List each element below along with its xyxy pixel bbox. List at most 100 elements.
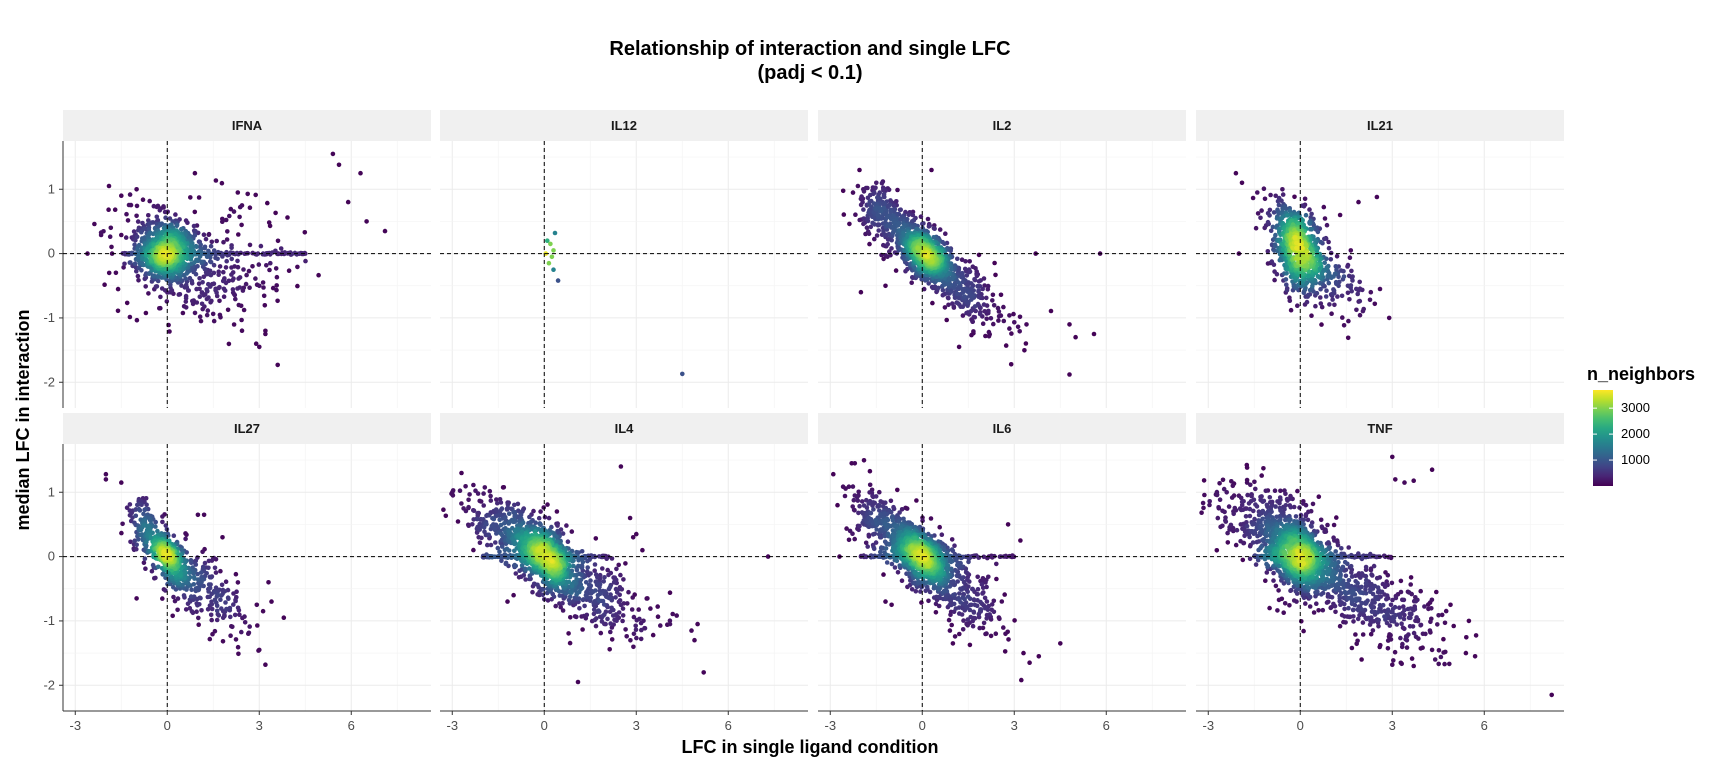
data-point [275,238,281,244]
data-point [221,294,227,300]
data-point [236,302,242,308]
data-point [608,629,613,635]
data-point [1304,299,1310,305]
data-point [874,180,879,186]
data-point [988,316,994,321]
data-point [214,617,220,623]
data-point [218,568,223,574]
data-point [602,575,607,580]
data-point [975,283,980,289]
data-point [638,620,644,626]
data-point [909,280,914,286]
data-point [260,252,266,257]
data-point [228,614,233,620]
data-point [538,509,543,514]
data-point [555,523,560,528]
data-point [235,258,240,264]
data-point [240,288,246,293]
data-point [239,328,245,334]
data-point [506,548,512,553]
data-point [865,229,871,234]
data-point [915,246,921,251]
data-point [609,605,614,611]
data-point [336,162,342,168]
data-point [237,214,242,220]
data-point [555,278,561,283]
data-point [246,630,252,636]
data-point [583,580,589,585]
panel-il27: IL27-2-101-3 0 3 6 [43,413,431,733]
data-point [1267,213,1272,218]
data-point [241,307,247,313]
data-point [237,612,242,617]
data-point [198,595,203,601]
data-point [610,613,616,618]
data-point [955,256,960,262]
data-point [560,600,565,606]
data-point [1272,277,1277,283]
data-point [173,212,178,217]
data-point [181,593,187,598]
data-point [139,229,144,235]
data-point [281,615,287,620]
data-point [231,276,236,281]
data-point [1017,314,1023,320]
data-point [500,485,506,490]
data-point [245,191,250,197]
data-point [857,167,862,173]
data-point [847,221,852,227]
data-point [631,631,637,637]
data-point [257,647,262,653]
data-point [1350,274,1355,279]
data-point [551,267,556,273]
data-point [674,613,679,618]
data-point [230,287,236,292]
data-point [128,260,133,265]
y-tick-label: -1 [43,613,55,628]
data-point [897,207,903,213]
data-point [127,192,133,197]
data-point [103,471,109,477]
data-point [1340,315,1345,320]
data-point [545,238,550,243]
data-point [488,498,494,503]
data-point [1280,192,1286,197]
data-point [1067,322,1072,327]
data-point [621,577,626,582]
data-point [620,613,626,618]
data-point [497,517,503,523]
data-point [984,295,989,301]
data-point [228,633,233,638]
data-point [223,600,228,605]
data-point [161,250,167,256]
data-point [208,243,214,249]
points [1233,170,1392,341]
data-point [247,205,253,210]
data-point [972,304,978,309]
data-point [162,209,168,215]
data-point [215,256,220,262]
data-point [487,488,493,494]
data-point [701,670,706,675]
data-point [188,558,194,563]
data-point [197,276,202,281]
data-point [151,273,157,279]
data-point [273,266,279,271]
data-point [1325,273,1330,279]
data-point [295,264,300,270]
data-point [567,594,573,599]
data-point [859,194,864,199]
x-tick-label: 0 [164,718,171,733]
data-point [1355,291,1360,297]
data-point [976,288,981,293]
data-point [1321,204,1327,210]
data-point [855,183,861,189]
data-point [209,298,214,304]
data-point [175,596,181,601]
data-point [256,262,262,267]
data-point [546,515,552,521]
data-point [247,242,253,248]
data-point [214,238,219,244]
data-point [595,575,600,580]
data-point [552,230,558,236]
